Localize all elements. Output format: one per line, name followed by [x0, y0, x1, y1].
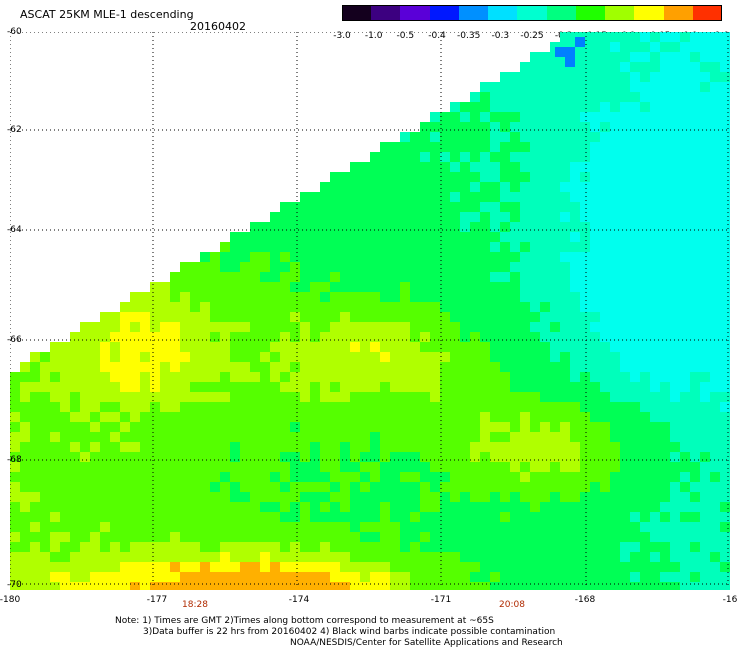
latitude-label: -62: [7, 125, 22, 135]
data-field: [10, 32, 730, 590]
longitude-label: -168: [574, 595, 596, 605]
latitude-label: -68: [7, 455, 22, 465]
longitude-label: -174: [288, 595, 310, 605]
note-line-1: Note: 1) Times are GMT 2)Times along bot…: [115, 616, 494, 626]
colorbar-segment: [342, 5, 372, 21]
longitude-label: -177: [146, 595, 168, 605]
colorbar-segment: [458, 5, 489, 21]
longitude-label: -16: [722, 595, 738, 605]
colorbar-tick-label: -1.0: [364, 31, 383, 41]
colorbar-segment: [488, 5, 518, 21]
note-line-3: NOAA/NESDIS/Center for Satellite Applica…: [290, 638, 563, 648]
colorbar-segment: [634, 5, 665, 21]
colorbar-segment: [605, 5, 635, 21]
colorbar-tick-label: -0.25: [520, 31, 544, 41]
colorbar-segment: [692, 5, 723, 21]
chart-title: ASCAT 25KM MLE-1 descending: [20, 8, 194, 21]
colorbar-tick-label: -3.0: [333, 31, 351, 41]
time-label: 18:28: [182, 600, 208, 610]
note-line-2: 3)Data buffer is 22 hrs from 20160402 4)…: [143, 627, 556, 637]
latitude-label: -70: [7, 580, 22, 590]
latitude-label: -60: [7, 27, 22, 37]
colorbar-tick-label: -0.4: [428, 31, 446, 41]
colorbar-segment: [517, 5, 548, 21]
colorbar-segment: [429, 5, 460, 21]
latitude-label: -66: [7, 335, 22, 345]
latitude-label: -64: [7, 225, 22, 235]
colorbar-segment: [546, 5, 577, 21]
colorbar-tick-label: -0.5: [396, 31, 415, 41]
colorbar-segment: [371, 5, 401, 21]
longitude-label: -171: [430, 595, 452, 605]
colorbar-segment: [575, 5, 606, 21]
time-label: 20:08: [499, 600, 525, 610]
longitude-label: -180: [0, 595, 21, 605]
colorbar-segment: [663, 5, 694, 21]
date-label: 20160402: [190, 20, 246, 33]
colorbar-segment: [400, 5, 431, 21]
colorbar-tick-label: -0.3: [491, 31, 510, 41]
map-canvas: [10, 32, 730, 590]
colorbar-tick-label: -0.35: [457, 31, 481, 41]
